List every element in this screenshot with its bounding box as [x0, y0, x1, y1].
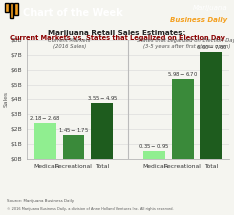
Y-axis label: Sales: Sales: [4, 91, 9, 108]
Bar: [201, 52, 222, 159]
FancyBboxPatch shape: [14, 3, 18, 15]
FancyBboxPatch shape: [5, 3, 9, 12]
Text: Chart of the Week: Chart of the Week: [23, 8, 123, 18]
Text: $6.60 - $7.60: $6.60 - $7.60: [196, 43, 227, 51]
Text: $2.18 - $2.68: $2.18 - $2.68: [29, 114, 61, 122]
Text: Marijuana Retail Sales Estimates:: Marijuana Retail Sales Estimates:: [48, 30, 186, 36]
Text: Current Markets vs. States that Legalized on Election Day: Current Markets vs. States that Legalize…: [10, 35, 224, 41]
Bar: [34, 123, 56, 159]
Text: States that Legalized on Election Day
(3-5 years after first stores open): States that Legalized on Election Day (3…: [137, 38, 234, 49]
Text: Current Markets
(2016 Sales): Current Markets (2016 Sales): [48, 38, 91, 49]
Bar: [143, 151, 165, 159]
FancyBboxPatch shape: [10, 3, 13, 17]
Bar: [62, 135, 84, 159]
Text: $1.45 - $1.75: $1.45 - $1.75: [58, 126, 89, 134]
Text: Source: Marijuana Business Daily: Source: Marijuana Business Daily: [7, 199, 74, 203]
Text: © 2016 Marijuana Business Daily, a division of Anne Holland Ventures Inc. All ri: © 2016 Marijuana Business Daily, a divis…: [7, 207, 174, 211]
Text: Marijuana: Marijuana: [192, 5, 227, 11]
Text: Business Daily: Business Daily: [170, 17, 227, 23]
Text: $3.55 - $4.95: $3.55 - $4.95: [87, 94, 118, 102]
Bar: [172, 80, 194, 159]
Bar: [91, 103, 113, 159]
Text: $0.35 - $0.95: $0.35 - $0.95: [138, 142, 170, 150]
Text: $5.98 - $6.70: $5.98 - $6.70: [167, 70, 198, 78]
